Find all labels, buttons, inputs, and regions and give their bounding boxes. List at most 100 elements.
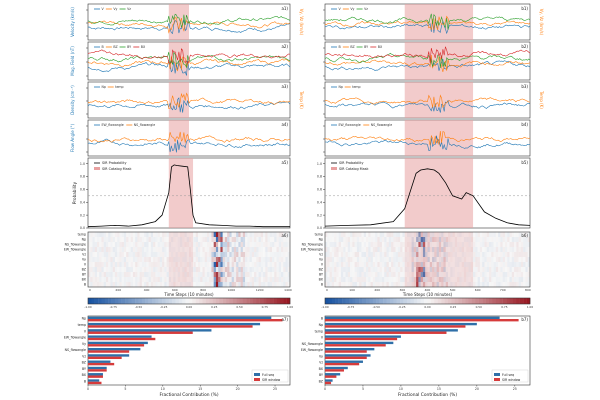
heatmap-cell-a6 bbox=[251, 267, 255, 273]
heatmap-cell-b6 bbox=[493, 252, 497, 258]
heatmap-cell-b6 bbox=[468, 237, 471, 243]
colorbar-segment-b6 bbox=[369, 298, 374, 304]
heatmap-cell-b6 bbox=[454, 247, 458, 253]
colorbar-tick-label-a6: -0.25 bbox=[160, 305, 167, 309]
heatmap-cell-b6 bbox=[420, 247, 424, 253]
heatmap-cell-a6 bbox=[171, 267, 174, 273]
heatmap-cell-a6 bbox=[101, 262, 104, 268]
heatmap-cell-b6 bbox=[420, 232, 424, 238]
heatmap-cell-a6 bbox=[123, 242, 127, 248]
heatmap-cell-a6 bbox=[103, 272, 107, 278]
heatmap-cell-b6 bbox=[361, 252, 364, 258]
heatmap-cell-a6 bbox=[94, 247, 98, 253]
heatmap-cell-a6 bbox=[117, 252, 120, 258]
heatmap-cell-b6 bbox=[331, 282, 335, 288]
heatmap-cell-a6 bbox=[164, 262, 167, 268]
heatmap-cell-a6 bbox=[137, 262, 140, 268]
bar-b7 bbox=[325, 337, 398, 341]
heatmap-cell-a6 bbox=[132, 237, 136, 243]
heatmap-cell-a6 bbox=[175, 237, 178, 243]
heatmap-cell-b6 bbox=[473, 252, 476, 258]
colorbar-segment-b6 bbox=[465, 298, 469, 304]
heatmap-cell-a6 bbox=[233, 277, 237, 283]
heatmap-cell-b6 bbox=[347, 247, 351, 253]
heatmap-cell-b6 bbox=[523, 272, 526, 278]
heatmap-cell-b6 bbox=[418, 257, 421, 263]
colorbar-segment-a6 bbox=[226, 298, 230, 304]
heatmap-cell-a6 bbox=[276, 247, 279, 253]
heatmap-cell-b6 bbox=[525, 262, 528, 268]
heatmap-cell-a6 bbox=[130, 272, 134, 278]
heatmap-cell-b6 bbox=[427, 242, 430, 248]
colorbar-tick-label-a6: 1.00 bbox=[287, 305, 293, 309]
heatmap-cell-b6 bbox=[511, 277, 515, 283]
heatmap-cell-b6 bbox=[514, 242, 517, 248]
heatmap-row-label-b6: NS_flowangle bbox=[302, 243, 323, 247]
heatmap-cell-b6 bbox=[429, 282, 433, 288]
heatmap-cell-a6 bbox=[233, 242, 237, 248]
heatmap-cell-b6 bbox=[516, 232, 519, 238]
heatmap-cell-b6 bbox=[463, 252, 467, 258]
heatmap-cell-b6 bbox=[407, 282, 410, 288]
heatmap-cell-b6 bbox=[363, 232, 367, 238]
heatmap-cell-b6 bbox=[411, 252, 415, 258]
heatmap-cell-a6 bbox=[99, 242, 102, 248]
heatmap-cell-b6 bbox=[391, 242, 394, 248]
heatmap-cell-b6 bbox=[347, 257, 351, 263]
heatmap-cell-a6 bbox=[103, 247, 107, 253]
heatmap-cell-b6 bbox=[475, 277, 478, 283]
heatmap-cell-a6 bbox=[229, 252, 232, 258]
heatmap-cell-b6 bbox=[402, 237, 405, 243]
heatmap-cell-a6 bbox=[265, 267, 268, 273]
heatmap-cell-b6 bbox=[334, 232, 337, 238]
heatmap-cell-a6 bbox=[197, 262, 201, 268]
heatmap-cell-a6 bbox=[141, 242, 145, 248]
heatmap-cell-b6 bbox=[452, 262, 456, 268]
heatmap-cell-b6 bbox=[523, 237, 526, 243]
heatmap-cell-b6 bbox=[327, 242, 330, 248]
bar-category-label-a7: BY bbox=[82, 367, 86, 371]
heatmap-cell-a6 bbox=[287, 237, 291, 243]
bar-a7 bbox=[88, 360, 111, 363]
heatmap-cell-b6 bbox=[363, 267, 367, 273]
heatmap-cell-b6 bbox=[361, 277, 364, 283]
heatmap-cell-b6 bbox=[327, 257, 330, 263]
heatmap-cell-b6 bbox=[520, 277, 524, 283]
heatmap-cell-b6 bbox=[334, 272, 337, 278]
colorbar-segment-b6 bbox=[454, 298, 459, 304]
heatmap-cell-a6 bbox=[195, 257, 199, 263]
heatmap-cell-a6 bbox=[162, 247, 165, 253]
heatmap-cell-a6 bbox=[278, 252, 282, 258]
heatmap-cell-b6 bbox=[457, 272, 460, 278]
heatmap-cell-b6 bbox=[486, 262, 490, 268]
heatmap-cell-b6 bbox=[329, 272, 333, 278]
heatmap-cell-a6 bbox=[153, 237, 156, 243]
heatmap-cell-b6 bbox=[370, 262, 374, 268]
heatmap-cell-a6 bbox=[258, 277, 262, 283]
heatmap-cell-a6 bbox=[112, 247, 116, 253]
heatmap-cell-a6 bbox=[119, 237, 122, 243]
heatmap-cell-b6 bbox=[482, 247, 485, 253]
heatmap-cell-a6 bbox=[265, 247, 268, 253]
heatmap-cell-b6 bbox=[395, 237, 399, 243]
heatmap-cell-b6 bbox=[325, 277, 328, 283]
heatmap-cell-a6 bbox=[121, 237, 125, 243]
heatmap-cell-a6 bbox=[197, 237, 201, 243]
heatmap-cell-a6 bbox=[99, 282, 102, 288]
series-line-b3 bbox=[324, 99, 531, 113]
heatmap-cell-a6 bbox=[150, 257, 154, 263]
heatmap-cell-b6 bbox=[411, 232, 415, 238]
heatmap-cell-a6 bbox=[141, 282, 145, 288]
heatmap-cell-a6 bbox=[195, 262, 199, 268]
heatmap-cell-a6 bbox=[274, 277, 277, 283]
heatmap-cell-a6 bbox=[88, 252, 91, 258]
heatmap-cell-b6 bbox=[493, 272, 497, 278]
heatmap-cell-b6 bbox=[334, 247, 337, 253]
heatmap-cell-b6 bbox=[463, 262, 467, 268]
heatmap-cell-b6 bbox=[441, 257, 444, 263]
heatmap-cell-b6 bbox=[338, 247, 342, 253]
heatmap-cell-a6 bbox=[150, 262, 154, 268]
heatmap-cell-b6 bbox=[509, 282, 512, 288]
heatmap-cell-a6 bbox=[186, 262, 190, 268]
heatmap-cell-a6 bbox=[249, 257, 253, 263]
